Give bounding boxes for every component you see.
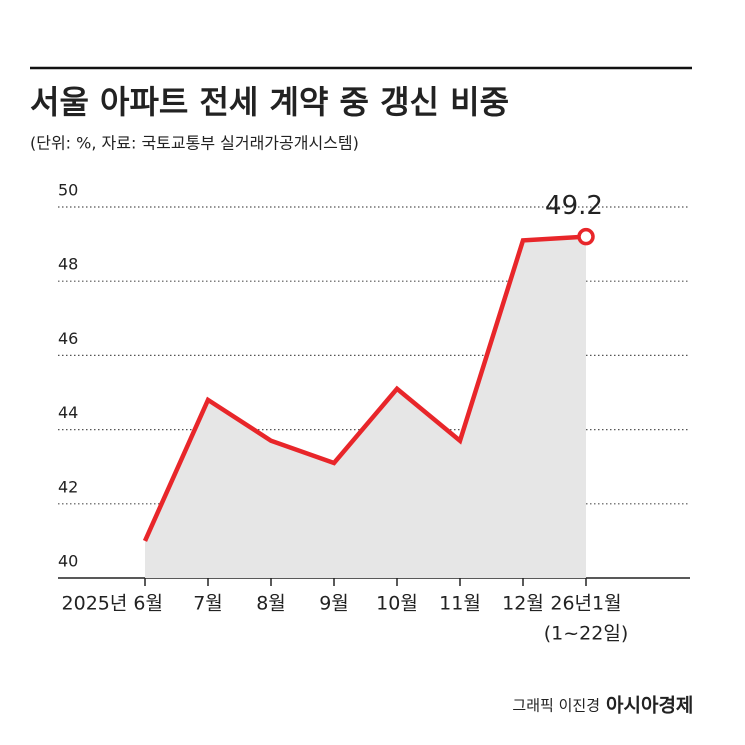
y-tick-label: 42 [58,477,78,496]
x-tick-label: 26년1월 [550,593,621,615]
chart-title: 서울 아파트 전세 계약 중 갱신 비중 [30,83,509,121]
area [145,236,586,578]
x-tick-label: 11월 [439,593,481,615]
source-logo: 아시아경제 [606,695,693,717]
y-tick-label: 44 [58,403,78,422]
line [142,234,587,542]
x-tick-label: 2025년 6월 [62,593,163,615]
y-tick-label: 50 [58,181,78,200]
chart-subtitle: (단위: %, 자료: 국토교통부 실거래가공개시스템) [30,134,359,153]
x-tick-label: 10월 [376,593,418,615]
x-tick-note: (1~22일) [544,623,629,645]
x-tick-label: 7월 [193,593,223,615]
y-tick-label: 46 [58,329,78,348]
x-tick-label: 12월 [502,593,544,615]
x-tick-label: 8월 [256,593,286,615]
y-tick-label: 48 [58,255,78,274]
y-tick-label: 40 [58,552,78,571]
point [577,227,595,246]
value-label: 49.2 [545,191,603,221]
x-tick-label: 9월 [319,593,349,615]
credit: 그래픽 이진경 [512,697,600,715]
